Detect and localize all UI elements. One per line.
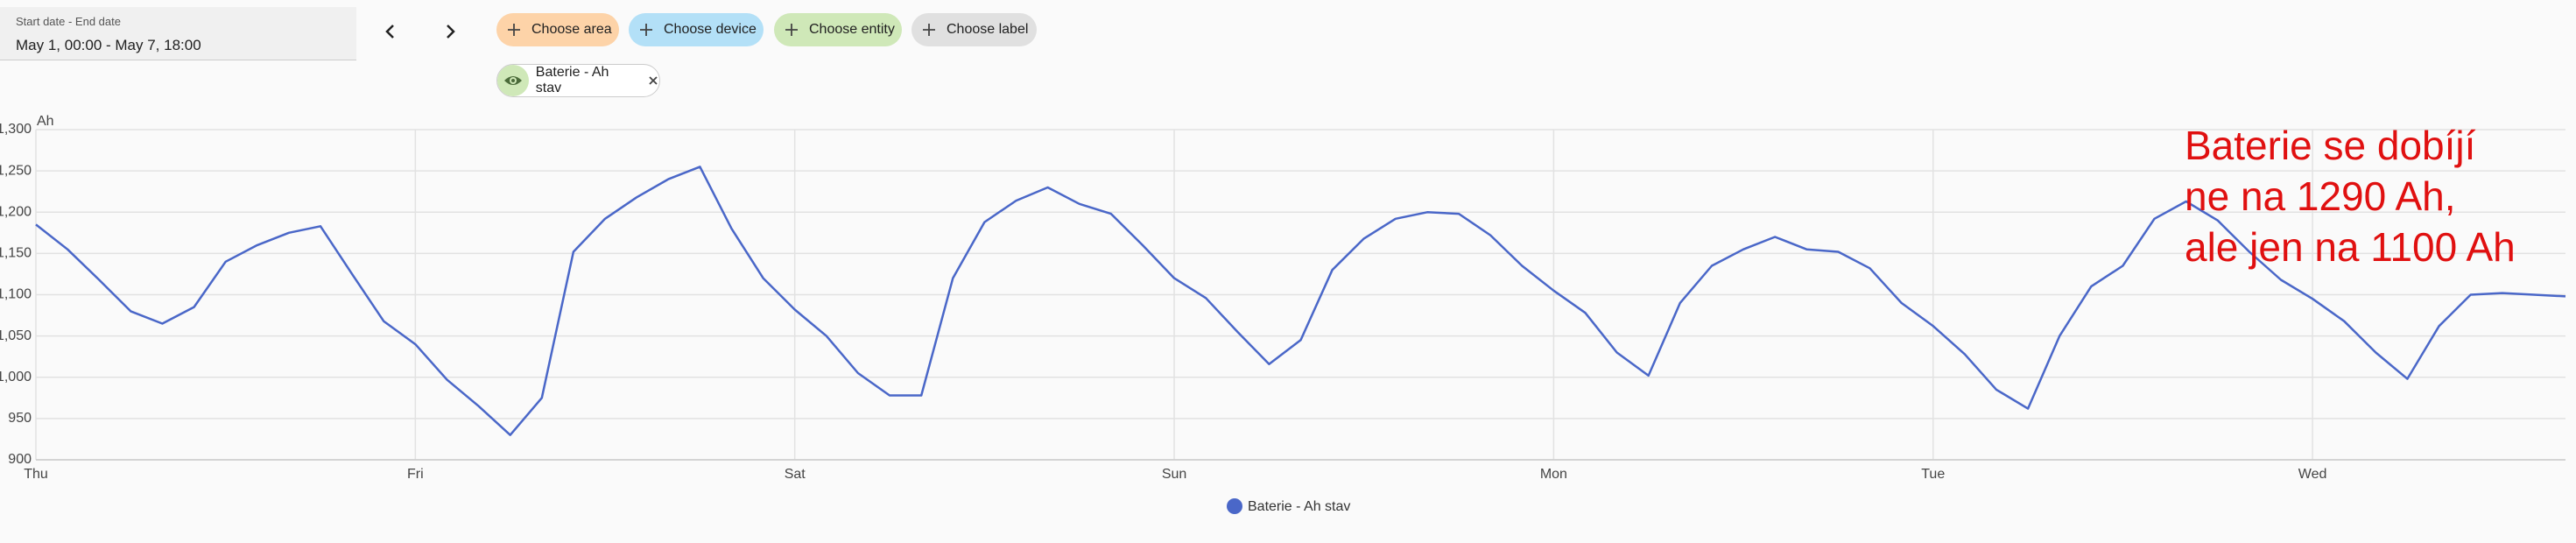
- plus-icon: [508, 24, 520, 36]
- date-label: Start date - End date: [16, 15, 121, 28]
- y-tick-label: 1,100: [0, 287, 32, 302]
- annotation: Baterie se dobíjí: [2185, 123, 2476, 168]
- y-tick-label: 950: [8, 411, 32, 426]
- y-tick-label: 1,050: [0, 328, 32, 343]
- plus-icon: [785, 24, 798, 36]
- filter-button-label: Choose area: [531, 22, 612, 37]
- x-tick-label: Sat: [785, 467, 806, 482]
- eye-icon: [497, 65, 529, 96]
- entity-chip-label: Baterie - Ah stav: [535, 65, 609, 95]
- annotation: ne na 1290 Ah,: [2185, 173, 2456, 219]
- y-tick-label: 1,250: [0, 163, 32, 178]
- series-line: [35, 166, 2566, 436]
- legend-marker: [1227, 498, 1242, 514]
- prev-button[interactable]: [378, 18, 403, 46]
- x-tick-label: Wed: [2298, 467, 2327, 482]
- y-tick-label: 1,150: [0, 246, 32, 261]
- filter-button-label: Choose device: [664, 22, 757, 37]
- y-tick-label: 1,000: [0, 370, 32, 384]
- filter-button[interactable]: Choose entity: [774, 13, 902, 46]
- filter-button[interactable]: Choose area: [496, 13, 619, 46]
- x-tick-label: Tue: [1921, 467, 1945, 482]
- x-tick-label: Fri: [407, 467, 424, 482]
- next-button[interactable]: [438, 18, 462, 46]
- y-tick-label: 1,200: [0, 204, 32, 219]
- legend-label: Baterie - Ah stav: [1248, 499, 1350, 514]
- y-axis-label: Ah: [37, 114, 54, 129]
- x-tick-label: Mon: [1540, 467, 1567, 482]
- entity-chip[interactable]: Baterie - Ah stav: [496, 64, 660, 97]
- filter-button-label: Choose label: [947, 22, 1029, 37]
- x-tick-label: Thu: [24, 467, 48, 482]
- x-tick-label: Sun: [1162, 467, 1186, 482]
- filter-button[interactable]: Choose device: [629, 13, 764, 46]
- annotation: ale jen na 1100 Ah: [2185, 224, 2516, 270]
- filter-button-label: Choose entity: [809, 22, 895, 37]
- y-tick-label: 1,300: [0, 122, 32, 137]
- date-value: May 1, 00:00 - May 7, 18:00: [16, 37, 201, 53]
- plus-icon: [923, 24, 935, 36]
- remove-icon[interactable]: [647, 74, 659, 87]
- plus-icon: [640, 24, 652, 36]
- date-picker[interactable]: Start date - End date May 1, 00:00 - May…: [0, 7, 356, 60]
- filter-button[interactable]: Choose label: [911, 13, 1037, 46]
- y-tick-label: 900: [8, 452, 32, 467]
